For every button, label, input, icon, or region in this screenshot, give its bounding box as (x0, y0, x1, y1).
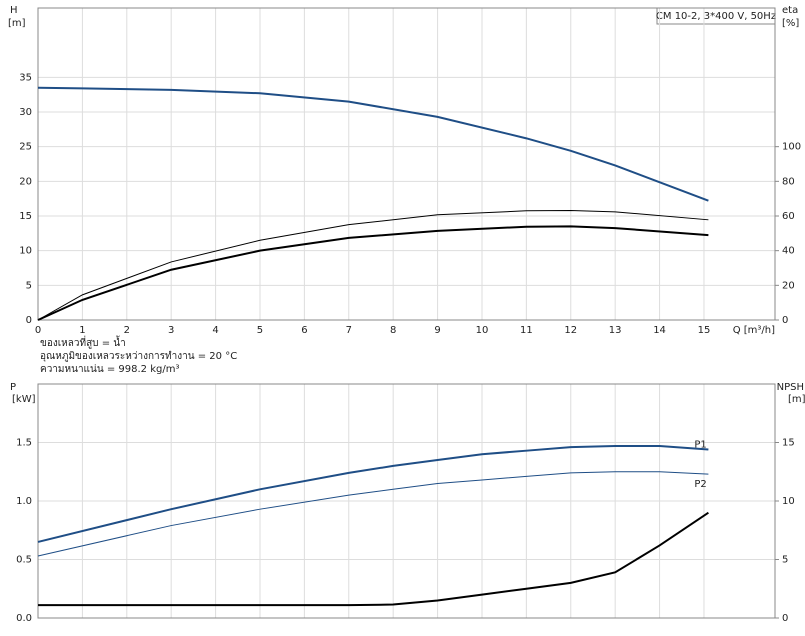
x-tick-label: 9 (434, 325, 440, 336)
x-tick-label: 8 (390, 325, 396, 336)
y-tick-label: 25 (19, 142, 32, 153)
y-tick-label: 0.0 (16, 613, 32, 624)
series-line (37, 86, 709, 202)
y-tick-label: 1.0 (16, 496, 32, 507)
note: ความหนาแน่น = 998.2 kg/m³ (40, 364, 179, 375)
x-tick-label: 10 (476, 325, 489, 336)
x-tick-label: 0 (35, 325, 41, 336)
x-tick-label: 11 (520, 325, 533, 336)
y-tick-label: 20 (19, 176, 32, 187)
x-tick-label: 1 (79, 325, 85, 336)
y2-tick-label: 10 (782, 496, 795, 507)
x-tick-label: 4 (212, 325, 218, 336)
y-tick-label: 10 (19, 246, 32, 257)
series-line (37, 225, 709, 321)
y-tick-label: 5 (26, 280, 32, 291)
series-line (37, 209, 709, 321)
series-label: P1 (694, 440, 706, 451)
y-tick-label: 30 (19, 107, 32, 118)
series-label: P2 (694, 479, 706, 490)
chart-title: CM 10-2, 3*400 V, 50Hz (656, 11, 776, 22)
y-label: P (10, 382, 16, 393)
series-line (38, 511, 709, 607)
plot-frame (37, 383, 776, 619)
y-label: H (10, 5, 18, 16)
x-tick-label: 6 (301, 325, 307, 336)
y-tick-label: 15 (19, 211, 32, 222)
x-tick-label: 3 (168, 325, 174, 336)
x-tick-label: 14 (653, 325, 666, 336)
x-label: Q [m³/h] (733, 325, 775, 336)
y2-tick-label: 5 (782, 555, 788, 566)
y-tick-label: 0.5 (16, 555, 32, 566)
x-tick-label: 15 (698, 325, 711, 336)
x-tick-label: 7 (346, 325, 352, 336)
x-tick-label: 13 (609, 325, 622, 336)
y-tick-label: 0 (26, 315, 32, 326)
y2-tick-label: 20 (782, 280, 795, 291)
note: อุณหภูมิของเหลวระหว่างการทำงาน = 20 °C (40, 351, 237, 362)
y2-tick-label: 15 (782, 438, 795, 449)
y-tick-label: 1.5 (16, 438, 32, 449)
y2-label: eta (782, 5, 798, 16)
plot-frame (37, 7, 776, 321)
y2-tick-label: 60 (782, 211, 795, 222)
plot-frame (37, 7, 776, 321)
x-tick-label: 2 (124, 325, 130, 336)
y2-label: NPSH (777, 382, 804, 393)
y2-tick-label: 0 (782, 315, 788, 326)
y2-tick-label: 100 (782, 142, 801, 153)
y2-tick-label: 40 (782, 246, 795, 257)
y-unit: [m] (8, 18, 26, 29)
y2-unit: [m] (788, 394, 805, 405)
y-tick-label: 35 (19, 72, 32, 83)
note: ของเหลวที่สูบ = น้ำ (40, 335, 126, 349)
y-unit: [kW] (12, 394, 36, 405)
y2-tick-label: 80 (782, 176, 795, 187)
series-line (37, 471, 709, 557)
y2-unit: [%] (782, 18, 799, 29)
x-tick-label: 5 (257, 325, 263, 336)
series-line (37, 445, 709, 543)
x-tick-label: 12 (564, 325, 577, 336)
y2-tick-label: 0 (782, 613, 788, 624)
